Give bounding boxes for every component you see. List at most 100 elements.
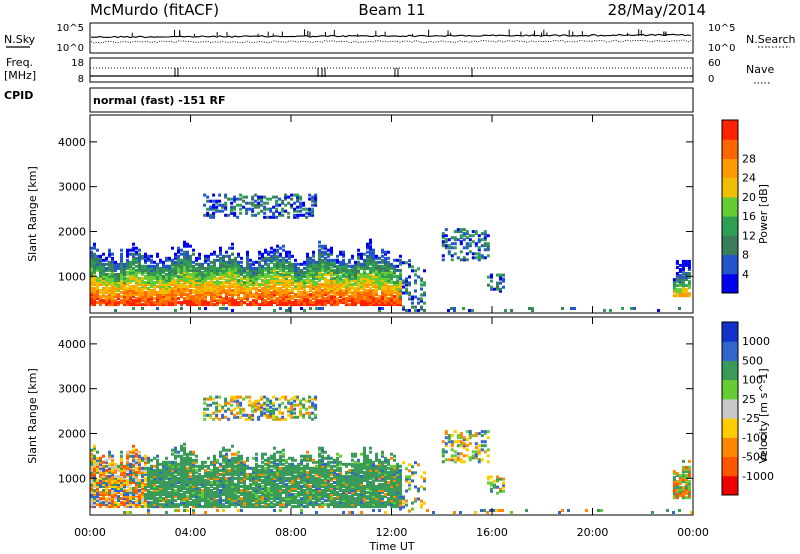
backscatter-cell	[324, 299, 327, 303]
backscatter-cell	[105, 281, 108, 284]
backscatter-cell	[390, 262, 393, 266]
backscatter-cell	[348, 291, 351, 294]
backscatter-cell	[351, 264, 354, 268]
backscatter-cell	[93, 470, 96, 474]
backscatter-cell	[195, 268, 198, 272]
backscatter-cell	[318, 252, 321, 256]
backscatter-cell	[336, 460, 339, 464]
backscatter-cell	[453, 309, 456, 312]
backscatter-cell	[276, 248, 279, 252]
backscatter-cell	[105, 256, 108, 260]
backscatter-cell	[165, 485, 168, 488]
backscatter-cell	[234, 268, 237, 272]
backscatter-cell	[327, 476, 330, 480]
backscatter-cell	[207, 258, 210, 262]
backscatter-cell	[219, 485, 222, 488]
backscatter-cell	[471, 230, 475, 234]
backscatter-cell	[165, 493, 168, 496]
backscatter-cell	[138, 291, 141, 294]
backscatter-cell	[264, 476, 267, 480]
backscatter-cell	[444, 240, 448, 244]
backscatter-cell	[126, 295, 129, 299]
backscatter-cell	[126, 272, 129, 276]
backscatter-cell	[441, 234, 445, 238]
backscatter-cell	[423, 293, 426, 297]
backscatter-cell	[123, 468, 126, 472]
backscatter-cell	[372, 254, 375, 258]
backscatter-cell	[342, 301, 345, 305]
backscatter-cell	[198, 307, 201, 310]
backscatter-cell	[138, 297, 141, 301]
backscatter-cell	[270, 268, 273, 272]
backscatter-cell	[249, 493, 252, 496]
backscatter-cell	[171, 466, 174, 470]
backscatter-cell	[189, 462, 192, 466]
backscatter-cell	[138, 491, 141, 494]
backscatter-cell	[282, 448, 285, 452]
backscatter-cell	[372, 276, 375, 280]
backscatter-cell	[291, 295, 294, 299]
backscatter-cell	[252, 266, 255, 270]
backscatter-cell	[270, 250, 273, 254]
backscatter-cell	[90, 483, 93, 486]
backscatter-cell	[477, 246, 481, 250]
backscatter-cell	[123, 287, 126, 290]
backscatter-cell	[330, 283, 333, 286]
backscatter-cell	[279, 268, 282, 272]
backscatter-cell	[192, 303, 195, 307]
backscatter-cell	[225, 487, 228, 490]
backscatter-cell	[285, 289, 288, 292]
backscatter-cell	[294, 468, 297, 472]
backscatter-cell	[339, 476, 342, 480]
backscatter-cell	[156, 481, 159, 484]
backscatter-cell	[330, 495, 333, 499]
backscatter-cell	[141, 287, 144, 290]
backscatter-cell	[285, 279, 288, 282]
backscatter-cell	[249, 272, 252, 276]
backscatter-cell	[318, 485, 321, 488]
backscatter-cell	[300, 468, 303, 472]
backscatter-cell	[159, 299, 162, 303]
backscatter-cell	[261, 272, 264, 276]
backscatter-cell	[360, 466, 363, 470]
backscatter-cell	[375, 266, 378, 270]
backscatter-cell	[282, 256, 285, 260]
backscatter-cell	[282, 279, 285, 282]
backscatter-cell	[210, 303, 213, 307]
backscatter-cell	[264, 478, 267, 482]
backscatter-cell	[459, 258, 463, 262]
backscatter-cell	[351, 472, 354, 476]
backscatter-cell	[207, 464, 210, 468]
backscatter-cell	[630, 307, 633, 310]
backscatter-cell	[327, 499, 330, 503]
backscatter-cell	[285, 478, 288, 482]
backscatter-cell	[216, 476, 219, 480]
backscatter-cell	[270, 489, 273, 492]
backscatter-cell	[276, 501, 279, 505]
backscatter-cell	[294, 295, 297, 299]
backscatter-cell	[126, 254, 129, 258]
backscatter-cell	[251, 209, 255, 213]
backscatter-cell	[264, 260, 267, 264]
backscatter-cell	[225, 497, 228, 501]
backscatter-cell	[123, 266, 126, 270]
backscatter-cell	[99, 297, 102, 301]
backscatter-cell	[502, 273, 505, 277]
backscatter-cell	[141, 481, 144, 484]
backscatter-cell	[201, 491, 204, 494]
backscatter-cell	[96, 450, 99, 454]
backscatter-cell	[267, 270, 270, 274]
backscatter-cell	[309, 303, 312, 307]
backscatter-cell	[156, 279, 159, 282]
backscatter-cell	[246, 256, 249, 260]
backscatter-cell	[324, 466, 327, 470]
backscatter-cell	[177, 489, 180, 492]
backscatter-cell	[231, 464, 234, 468]
backscatter-cell	[369, 295, 372, 299]
colorbar-tick-label: 8	[742, 249, 749, 262]
backscatter-cell	[387, 291, 390, 294]
backscatter-cell	[309, 283, 312, 286]
backscatter-cell	[237, 260, 240, 264]
backscatter-cell	[186, 293, 189, 297]
backscatter-cell	[684, 259, 688, 263]
